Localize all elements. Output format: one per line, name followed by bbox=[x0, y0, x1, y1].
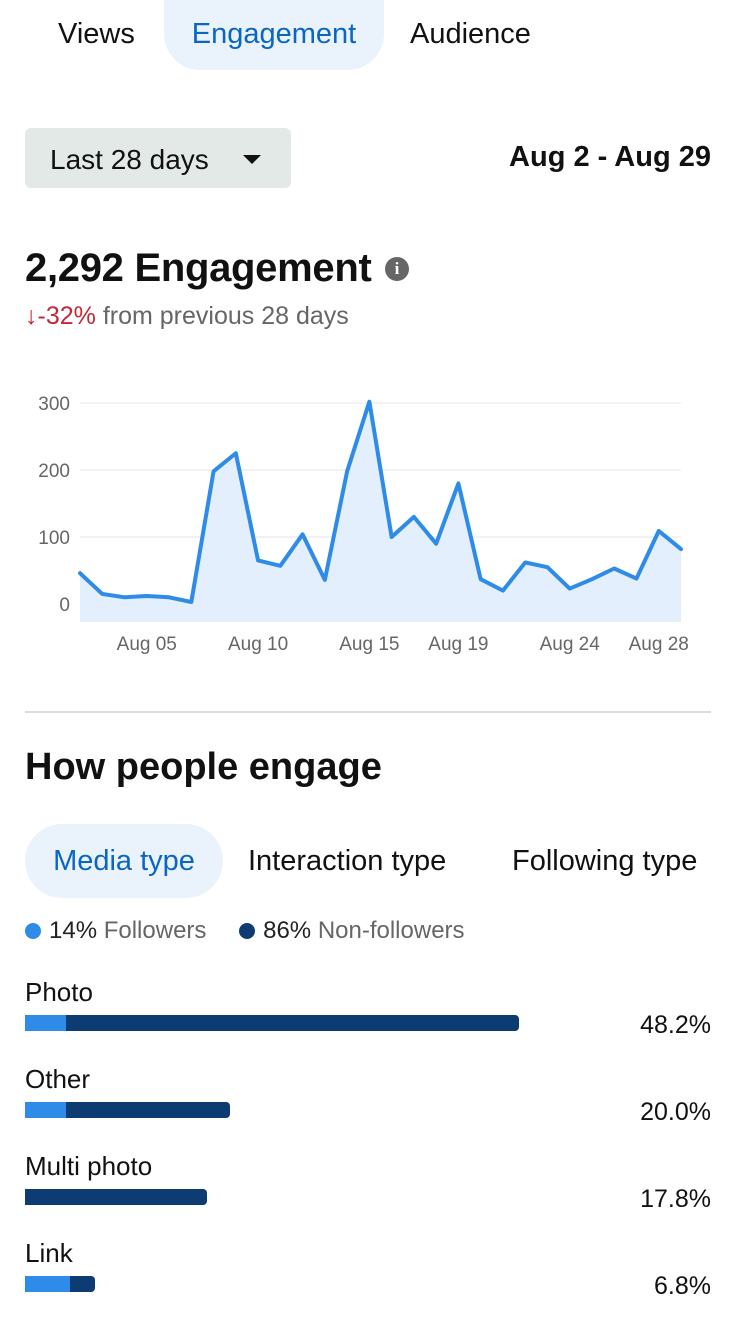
breakdown-row-multi-photo[interactable]: Multi photo 17.8% bbox=[25, 1151, 711, 1231]
breakdown-row-link[interactable]: Link 6.8% bbox=[25, 1238, 711, 1318]
change-text: from previous 28 days bbox=[102, 302, 349, 330]
x-tick-label: Aug 15 bbox=[339, 634, 399, 655]
row-pct: 20.0% bbox=[640, 1098, 711, 1126]
info-icon[interactable]: i bbox=[385, 257, 409, 281]
breakdown-legend: 14% Followers 86% Non-followers bbox=[25, 917, 491, 945]
section-title: How people engage bbox=[25, 746, 382, 788]
row-label: Photo bbox=[25, 977, 93, 1007]
row-bar bbox=[25, 1102, 230, 1118]
date-range-text: Aug 2 - Aug 29 bbox=[509, 141, 711, 173]
row-bar bbox=[25, 1015, 520, 1031]
row-pct: 17.8% bbox=[640, 1185, 711, 1213]
legend-followers-dot bbox=[25, 923, 41, 939]
row-label: Link bbox=[25, 1238, 73, 1268]
row-bar bbox=[25, 1276, 95, 1292]
tab-engagement[interactable]: Engagement bbox=[164, 0, 384, 70]
engagement-total: 2,292 Engagement bbox=[25, 246, 372, 291]
y-tick-label: 300 bbox=[38, 394, 70, 415]
bar-non-followers bbox=[25, 1189, 208, 1205]
legend-non-followers-pct: 86% bbox=[263, 917, 312, 944]
bar-non-followers bbox=[25, 1102, 230, 1118]
bar-followers bbox=[25, 1276, 71, 1292]
x-tick-label: Aug 28 bbox=[629, 634, 689, 655]
subtab-interaction-type[interactable]: Interaction type bbox=[248, 845, 447, 877]
area-fill bbox=[80, 401, 681, 622]
tab-audience[interactable]: Audience bbox=[410, 18, 531, 50]
x-tick-label: Aug 10 bbox=[228, 634, 288, 655]
engagement-total-value: 2,292 bbox=[25, 246, 124, 290]
row-label: Multi photo bbox=[25, 1151, 153, 1181]
tab-views[interactable]: Views bbox=[58, 18, 135, 50]
row-label: Other bbox=[25, 1064, 91, 1094]
x-tick-label: Aug 24 bbox=[540, 634, 601, 655]
legend-non-followers: 86% Non-followers bbox=[239, 917, 465, 945]
subtab-following-type[interactable]: Following type bbox=[512, 845, 698, 877]
engagement-chart: 0 100 200 300 Aug 05 Aug 10 Aug 15 Aug 19 Aug 24… bbox=[38, 394, 689, 655]
row-pct: 6.8% bbox=[654, 1272, 711, 1300]
breakdown-row-other[interactable]: Other 20.0% bbox=[25, 1064, 711, 1144]
x-tick-label: Aug 19 bbox=[428, 634, 488, 655]
row-bar bbox=[25, 1189, 208, 1205]
legend-followers-label: Followers bbox=[103, 917, 207, 944]
legend-followers: 14% Followers bbox=[25, 917, 206, 945]
y-tick-label: 100 bbox=[38, 528, 70, 549]
bar-followers bbox=[25, 1015, 66, 1031]
y-tick-label: 0 bbox=[59, 595, 70, 616]
engagement-change: ↓-32% from previous 28 days bbox=[25, 302, 349, 331]
subtab-media-type[interactable]: Media type bbox=[25, 824, 223, 898]
engagement-total-label: Engagement bbox=[134, 246, 372, 290]
top-tabs: Views Engagement Audience bbox=[0, 0, 736, 70]
x-tick-label: Aug 05 bbox=[117, 634, 177, 655]
row-pct: 48.2% bbox=[640, 1011, 711, 1039]
y-tick-label: 200 bbox=[38, 461, 70, 482]
breakdown-subtabs: Media type Interaction type Following ty… bbox=[0, 824, 736, 898]
caret-down-icon bbox=[243, 155, 261, 164]
date-range-dropdown[interactable]: Last 28 days bbox=[25, 128, 291, 188]
legend-non-followers-label: Non-followers bbox=[317, 917, 465, 944]
legend-non-followers-dot bbox=[239, 923, 256, 939]
bar-followers bbox=[25, 1102, 66, 1118]
section-divider bbox=[25, 711, 711, 713]
change-value: ↓-32% bbox=[25, 302, 96, 330]
date-range-label: Last 28 days bbox=[50, 144, 209, 175]
breakdown-row-photo[interactable]: Photo 48.2% bbox=[25, 977, 711, 1057]
legend-followers-pct: 14% bbox=[49, 917, 98, 944]
bar-non-followers bbox=[25, 1015, 520, 1031]
series-line bbox=[78, 399, 683, 604]
